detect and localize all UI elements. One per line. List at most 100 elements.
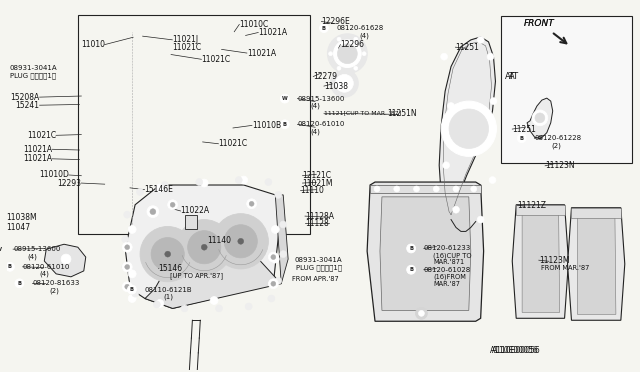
Circle shape [210, 296, 218, 304]
Circle shape [147, 206, 159, 218]
Circle shape [128, 270, 136, 278]
Text: 11128A: 11128A [305, 212, 334, 221]
Text: [UP TO APR.'87]: [UP TO APR.'87] [170, 273, 223, 279]
Circle shape [151, 238, 184, 271]
Circle shape [535, 113, 545, 123]
Circle shape [6, 262, 14, 271]
Circle shape [271, 255, 279, 263]
Circle shape [280, 120, 289, 129]
Circle shape [433, 186, 439, 192]
Circle shape [156, 299, 164, 307]
Circle shape [441, 53, 447, 60]
Circle shape [154, 301, 160, 308]
Circle shape [268, 279, 278, 289]
Circle shape [122, 236, 129, 243]
Circle shape [128, 225, 136, 233]
Circle shape [268, 252, 278, 262]
Circle shape [441, 101, 497, 156]
Circle shape [532, 110, 548, 126]
Circle shape [453, 186, 459, 192]
Text: MAR.'871: MAR.'871 [433, 259, 465, 265]
Circle shape [419, 310, 424, 316]
Text: 11021A: 11021A [259, 28, 287, 37]
Circle shape [489, 177, 496, 183]
Text: PLUG プラグ（1）: PLUG プラグ（1） [10, 73, 56, 79]
Circle shape [150, 209, 156, 215]
Polygon shape [527, 98, 553, 139]
Text: B: B [283, 122, 287, 127]
Circle shape [122, 242, 132, 252]
Text: B: B [8, 264, 12, 269]
Circle shape [280, 94, 289, 103]
Circle shape [477, 36, 484, 44]
Text: 08915-13600: 08915-13600 [298, 96, 345, 102]
Polygon shape [125, 185, 281, 308]
Circle shape [240, 176, 248, 184]
Text: PLUG プラグ（1）: PLUG プラグ（1） [296, 264, 342, 271]
Text: 11251: 11251 [456, 43, 479, 52]
Bar [516, 205, 564, 215]
Circle shape [280, 221, 287, 228]
Circle shape [406, 244, 415, 253]
Text: FROM APR.'87: FROM APR.'87 [292, 276, 339, 282]
Circle shape [125, 284, 130, 289]
Circle shape [394, 186, 400, 192]
Circle shape [122, 282, 132, 292]
Text: 11047: 11047 [6, 222, 31, 232]
Text: 08120-61028: 08120-61028 [424, 267, 471, 273]
Text: 11021C: 11021C [172, 43, 202, 52]
Text: (16)CUP TO: (16)CUP TO [433, 253, 472, 259]
Text: 08120-61628: 08120-61628 [337, 25, 384, 31]
Circle shape [280, 251, 287, 257]
Circle shape [249, 201, 254, 206]
Circle shape [413, 186, 419, 192]
Circle shape [415, 307, 428, 319]
Circle shape [156, 184, 164, 192]
Text: (4): (4) [310, 128, 320, 135]
Text: 15146E: 15146E [145, 185, 173, 194]
Circle shape [127, 285, 136, 294]
Text: 11022A: 11022A [180, 206, 210, 215]
Circle shape [161, 182, 168, 189]
Circle shape [0, 245, 5, 254]
Circle shape [517, 134, 526, 143]
Circle shape [319, 24, 328, 32]
Circle shape [196, 179, 203, 186]
Text: 08931-3041A: 08931-3041A [294, 257, 342, 263]
Circle shape [216, 305, 223, 312]
Polygon shape [367, 182, 484, 321]
Circle shape [443, 162, 449, 169]
Text: 11010B: 11010B [252, 121, 281, 130]
Circle shape [328, 52, 333, 56]
Text: (4): (4) [27, 253, 37, 260]
Circle shape [125, 245, 130, 250]
Circle shape [122, 263, 129, 270]
Circle shape [140, 227, 195, 282]
Text: (2): (2) [50, 288, 60, 294]
Circle shape [177, 219, 232, 275]
Text: B: B [17, 281, 21, 286]
Circle shape [271, 281, 276, 286]
Text: 12293: 12293 [58, 179, 81, 187]
Text: MAR.'87: MAR.'87 [433, 282, 460, 288]
Bar [370, 185, 481, 193]
Circle shape [362, 52, 366, 56]
Polygon shape [275, 195, 288, 284]
Text: (16)FROM: (16)FROM [433, 274, 466, 280]
Text: AT: AT [509, 72, 519, 81]
Circle shape [337, 37, 341, 41]
Circle shape [200, 179, 208, 187]
Text: FRONT: FRONT [524, 19, 554, 28]
Circle shape [477, 216, 484, 223]
Text: 12121C: 12121C [303, 171, 332, 180]
Text: 11021C: 11021C [202, 55, 230, 64]
Circle shape [201, 244, 207, 250]
Text: 08931-3041A: 08931-3041A [10, 65, 58, 71]
Circle shape [245, 303, 252, 310]
Circle shape [337, 44, 357, 64]
Text: 11121[CUP TO MAR. '87]: 11121[CUP TO MAR. '87] [324, 111, 401, 116]
Circle shape [168, 200, 177, 210]
Text: 11251: 11251 [512, 125, 536, 134]
Circle shape [268, 295, 275, 302]
Text: 08915-13600: 08915-13600 [13, 246, 60, 252]
